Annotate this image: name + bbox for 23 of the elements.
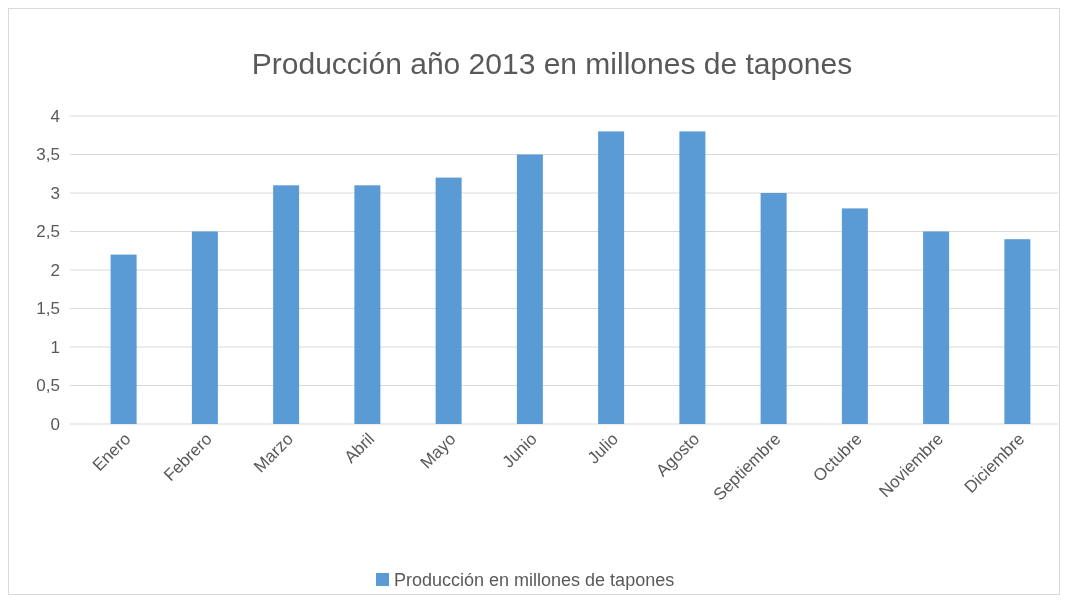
bar [273,185,300,424]
chart-title: Producción año 2013 en millones de tapones [251,47,853,80]
y-tick-label: 0 [50,414,60,434]
y-tick-label: 2,5 [36,222,60,242]
y-tick-label: 3,5 [36,145,60,165]
y-tick-label: 3 [50,183,60,203]
y-tick-label: 2 [50,260,60,280]
y-tick-label: 1 [50,337,60,357]
y-tick-label: 4 [50,106,60,126]
bar [760,193,787,424]
bar [841,208,868,424]
bar [516,154,543,424]
bar [191,231,218,424]
y-tick-label: 0,5 [36,376,60,396]
bar [110,254,137,424]
y-tick-label: 1,5 [36,299,60,319]
bar [679,131,706,424]
bar [598,131,625,424]
bar [1004,239,1031,424]
legend-label: Producción en millones de tapones [394,570,675,590]
bar [435,177,462,424]
bar [923,231,950,424]
bar [354,185,381,424]
